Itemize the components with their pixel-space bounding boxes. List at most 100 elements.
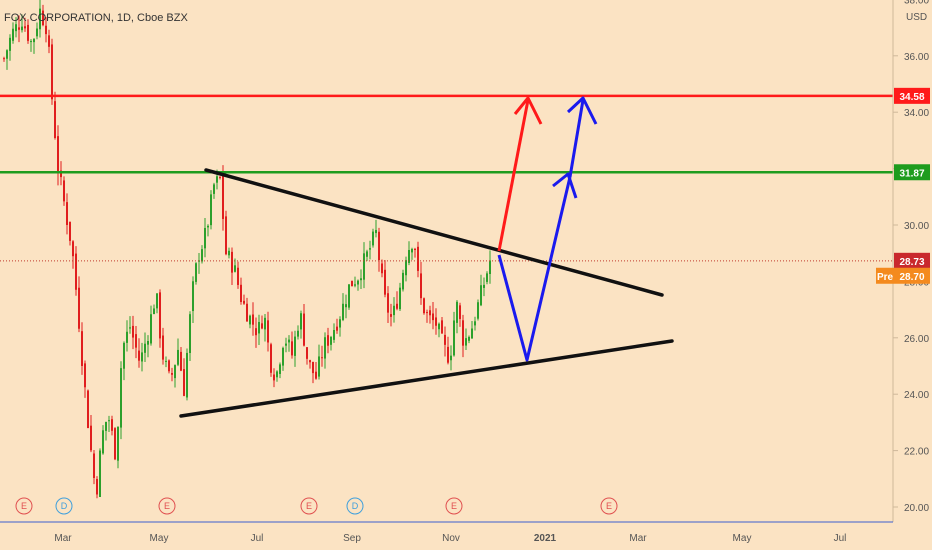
candle-body (474, 321, 476, 326)
candle-body (180, 351, 182, 371)
price-tick-label: 22.00 (904, 447, 929, 458)
currency-label: USD (906, 12, 927, 23)
candle-body (3, 58, 5, 60)
candle-body (228, 250, 230, 256)
last-price-badge (894, 252, 930, 269)
event-marker-label: D (61, 501, 68, 511)
candle-body (294, 336, 296, 356)
candle-body (309, 360, 311, 363)
event-marker-label: E (451, 501, 457, 511)
candle-body (393, 305, 395, 316)
candle-body (213, 184, 215, 194)
candle-body (111, 419, 113, 431)
candle-body (21, 26, 23, 31)
candle-body (303, 313, 305, 346)
red-arrow-shaft[interactable] (497, 99, 530, 252)
chart-title: FOX CORPORATION, 1D, Cboe BZX (4, 12, 188, 24)
candle-body (159, 292, 161, 339)
candle-body (255, 328, 257, 336)
candle-body (423, 298, 425, 314)
event-marker[interactable] (300, 497, 318, 515)
candle-body (201, 249, 203, 262)
candle-body (411, 248, 413, 253)
event-marker[interactable] (158, 497, 176, 515)
candle-body (456, 301, 458, 323)
candle-body (57, 136, 59, 174)
candle-body (147, 341, 149, 345)
candle-body (426, 312, 428, 314)
candle-body (447, 346, 449, 363)
candle-body (75, 253, 77, 290)
candle-body (432, 313, 434, 321)
upper-trendline[interactable] (204, 168, 664, 297)
event-marker[interactable] (55, 497, 73, 515)
candle-body (378, 231, 380, 260)
level-badge-label: 31.87 (899, 168, 924, 179)
candle-body (462, 320, 464, 346)
candle-body (126, 331, 128, 343)
candle-body (51, 44, 53, 100)
candle-body (429, 310, 431, 316)
candle-body (210, 194, 212, 226)
drawings (179, 96, 674, 418)
candle-body (60, 170, 62, 178)
candle-body (156, 293, 158, 309)
candle-body (420, 273, 422, 299)
candle-body (459, 305, 461, 319)
candle-body (468, 336, 470, 341)
candle-body (354, 284, 356, 286)
lower-trendline[interactable] (179, 339, 674, 418)
blue-arrow-path[interactable] (497, 176, 572, 362)
candle-body (138, 350, 140, 361)
candle-body (258, 321, 260, 334)
candle-body (300, 313, 302, 330)
candle-body (192, 281, 194, 312)
candle-body (480, 285, 482, 306)
price-tick-label: 20.00 (904, 503, 929, 514)
candle-body (339, 319, 341, 328)
candle-body (96, 478, 98, 495)
candle-body (465, 338, 467, 346)
time-tick-label: Jul (834, 533, 847, 544)
horizontal-levels (0, 94, 893, 262)
candle-body (342, 303, 344, 320)
price-badges: 34.58 31.87 28.73 Pre 28.70 (876, 87, 930, 284)
candle-body (150, 314, 152, 344)
level-badge (894, 164, 930, 181)
candle-body (69, 221, 71, 241)
event-marker[interactable] (346, 497, 364, 515)
event-marker[interactable] (445, 497, 463, 515)
candle-body (336, 326, 338, 331)
candle-body (153, 308, 155, 315)
candle-body (114, 428, 116, 460)
candle-body (435, 317, 437, 326)
candle-body (441, 320, 443, 334)
blue-arrow-shaft[interactable] (568, 99, 585, 178)
candle-body (99, 450, 101, 498)
candle-body (162, 335, 164, 360)
candle-body (372, 231, 374, 246)
candle-body (285, 343, 287, 346)
candle-body (54, 101, 56, 139)
event-marker[interactable] (600, 497, 618, 515)
candle-body (39, 8, 41, 30)
candle-body (219, 177, 221, 179)
candle-body (360, 278, 362, 281)
event-marker-label: E (21, 501, 27, 511)
time-tick-label: 2021 (534, 533, 557, 544)
candle-body (189, 314, 191, 353)
candle-body (321, 357, 323, 359)
candle-body (345, 304, 347, 308)
candle-body (405, 260, 407, 276)
candle-body (249, 315, 251, 325)
candle-body (327, 335, 329, 346)
blue-arrow-head-top (566, 96, 598, 125)
event-marker[interactable] (15, 497, 33, 515)
candle-body (276, 371, 278, 378)
candle-body (261, 323, 263, 329)
time-tick-label: Mar (54, 533, 72, 544)
level-badge-label: 34.58 (899, 92, 924, 103)
candle-body (264, 317, 266, 330)
candle-body (24, 26, 26, 29)
